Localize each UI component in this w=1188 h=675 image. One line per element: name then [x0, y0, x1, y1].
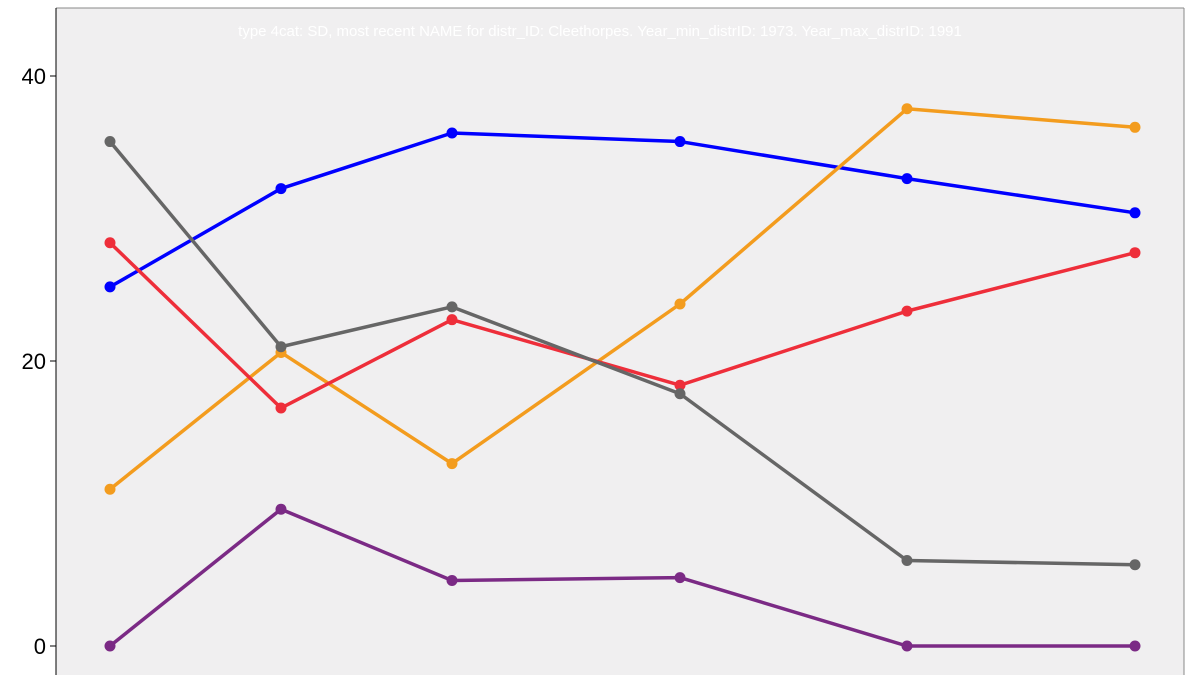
series-layer [104, 103, 1141, 652]
series-line-1 [109, 131, 1136, 289]
series-4-point [275, 341, 287, 353]
series-5-point [674, 572, 686, 584]
series-5-point [446, 574, 458, 586]
y-tick-label: 40 [22, 64, 46, 89]
series-5-point [1129, 640, 1141, 652]
series-4-point [901, 555, 913, 566]
series-3-point [901, 305, 913, 317]
series-1-point [674, 136, 686, 148]
series-2-point [446, 458, 458, 470]
series-line-2 [108, 107, 1136, 491]
y-axis-ticks: 0 20 40 [22, 64, 56, 659]
series-5-point [275, 503, 287, 515]
series-line-3 [108, 241, 1136, 410]
series-3-point [275, 402, 287, 414]
series-3-point [446, 314, 458, 326]
series-2-point [1129, 121, 1141, 133]
series-3-point [104, 237, 116, 249]
series-5-point [901, 640, 913, 652]
series-4-point [104, 136, 116, 148]
series-1-point [1129, 207, 1141, 219]
series-4-point [674, 388, 686, 400]
series-4-point [1129, 559, 1141, 571]
y-tick-label: 20 [22, 349, 46, 374]
series-line-5 [108, 507, 1135, 648]
series-1-point [275, 183, 287, 195]
series-1-point [901, 173, 913, 185]
series-2-point [674, 298, 686, 310]
series-2-point [901, 103, 913, 115]
series-3-point [674, 379, 686, 391]
series-2-point [104, 483, 116, 495]
y-tick-label: 0 [34, 634, 46, 659]
series-1-point [446, 127, 458, 139]
series-line-4 [108, 140, 1136, 567]
series-5-point [104, 640, 116, 652]
series-4-point [446, 301, 458, 313]
chart-title: type 4cat: SD, most recent NAME for dist… [238, 23, 962, 40]
series-3-point [1129, 247, 1141, 259]
series-1-point [104, 281, 116, 293]
plot-area [56, 8, 1184, 675]
